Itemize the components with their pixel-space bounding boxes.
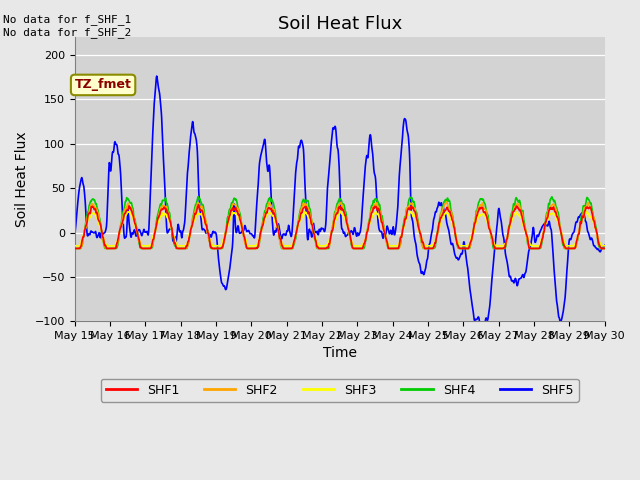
Legend: SHF1, SHF2, SHF3, SHF4, SHF5: SHF1, SHF2, SHF3, SHF4, SHF5 xyxy=(100,379,579,402)
Text: TZ_fmet: TZ_fmet xyxy=(75,78,132,91)
X-axis label: Time: Time xyxy=(323,347,356,360)
Text: No data for f_SHF_1
No data for f_SHF_2: No data for f_SHF_1 No data for f_SHF_2 xyxy=(3,14,131,38)
Title: Soil Heat Flux: Soil Heat Flux xyxy=(278,15,402,33)
Y-axis label: Soil Heat Flux: Soil Heat Flux xyxy=(15,132,29,227)
